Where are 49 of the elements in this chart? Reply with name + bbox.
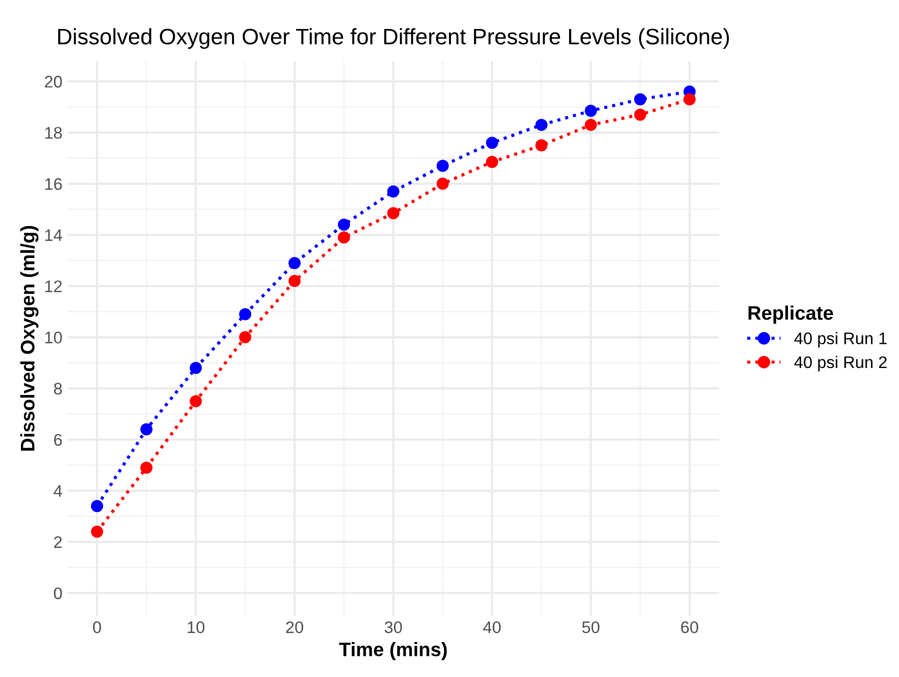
y-tick-label: 8 bbox=[54, 382, 62, 395]
x-axis-title: Time (mins) bbox=[339, 642, 447, 660]
point bbox=[584, 104, 597, 117]
point bbox=[486, 136, 498, 149]
legend-title: Replicate bbox=[748, 306, 834, 324]
point bbox=[486, 156, 498, 168]
y-tick-label: 16 bbox=[45, 178, 62, 190]
y-tick-label: 20 bbox=[44, 76, 62, 88]
y-tick-label: 10 bbox=[45, 332, 62, 344]
point bbox=[338, 231, 350, 244]
y-tick-label: 14 bbox=[45, 229, 62, 241]
y-tick-label: 12 bbox=[45, 280, 62, 292]
point bbox=[387, 207, 400, 220]
x-tick-label: 50 bbox=[582, 621, 600, 634]
point bbox=[288, 274, 301, 288]
y-tick-label: 0 bbox=[54, 587, 62, 600]
x-tick-label: 0 bbox=[93, 621, 102, 634]
x-tick-label: 10 bbox=[188, 621, 204, 634]
y-tick-label: 4 bbox=[54, 485, 62, 497]
point bbox=[239, 308, 252, 320]
point bbox=[90, 500, 104, 512]
point bbox=[535, 139, 548, 152]
x-tick-label: 40 bbox=[483, 621, 501, 634]
point bbox=[288, 256, 301, 270]
x-tick-label: 60 bbox=[681, 621, 698, 634]
chart-title: Dissolved Oxygen Over Time for Different Pressure Levels (Silicone) bbox=[58, 28, 729, 49]
point bbox=[634, 93, 646, 106]
point bbox=[140, 423, 152, 436]
y-axis-title: Dissolved Oxygen (ml/g) bbox=[20, 226, 38, 451]
point bbox=[436, 178, 449, 190]
point bbox=[239, 331, 252, 344]
point bbox=[338, 218, 350, 231]
point bbox=[535, 118, 548, 131]
legend-label: 40 psi Run 2 bbox=[794, 356, 887, 372]
x-tick-label: 30 bbox=[384, 621, 402, 634]
legend-label: 40 psi Run 1 bbox=[794, 332, 887, 348]
x-tick-label: 20 bbox=[286, 621, 304, 634]
y-tick-label: 18 bbox=[45, 126, 62, 139]
point bbox=[584, 118, 597, 131]
point bbox=[190, 362, 202, 374]
point bbox=[684, 93, 696, 106]
point bbox=[387, 185, 400, 198]
y-tick-label: 2 bbox=[54, 536, 62, 548]
point bbox=[634, 108, 646, 121]
point bbox=[90, 526, 104, 538]
point bbox=[190, 395, 202, 408]
point bbox=[140, 462, 152, 474]
y-tick-label: 6 bbox=[54, 434, 62, 446]
point bbox=[436, 160, 449, 172]
